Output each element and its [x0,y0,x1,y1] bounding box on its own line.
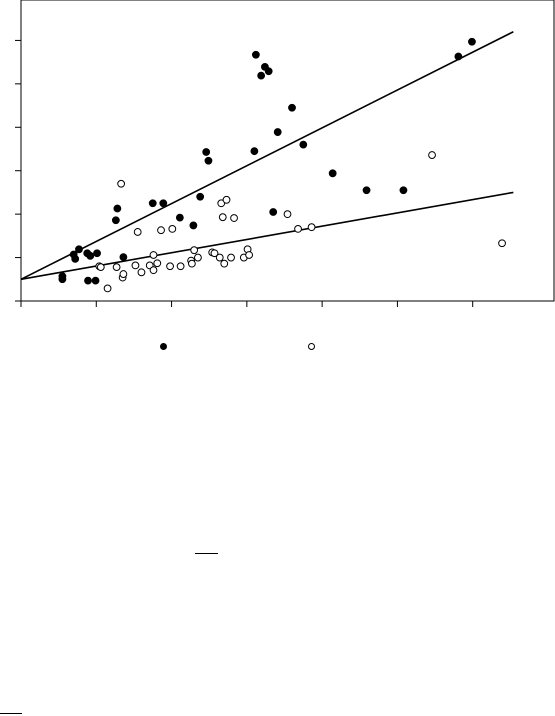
data-point-filled [273,128,282,136]
data-point-open [133,228,142,236]
data-point-open [168,225,177,233]
data-point-filled [159,199,168,208]
data-point-filled [84,276,92,285]
data-point-filled [91,276,100,285]
data-point-open [166,262,174,271]
data-point-open [112,263,121,272]
data-point-filled [250,147,259,156]
data-point-filled [251,50,260,59]
data-point-open [187,259,196,268]
footnote-rule [0,713,22,714]
data-points [58,37,506,293]
legend-open-marker [308,343,315,350]
data-point-open [137,268,146,277]
data-point-open [119,270,128,278]
data-point-filled [288,103,296,112]
trendline-open-series [20,191,514,281]
data-point-filled [269,208,278,216]
data-point-open [217,199,226,208]
data-point-open [157,226,165,235]
data-point-open [428,151,436,159]
data-point-filled [71,254,80,263]
data-point-open [131,261,140,270]
data-point-open [149,251,158,259]
data-point-filled [119,253,128,262]
data-point-open [215,253,224,262]
data-point-filled [328,169,337,178]
data-point-filled [257,71,266,80]
data-point-filled [196,192,205,201]
data-point-filled [468,37,476,46]
data-point-open [149,266,158,275]
data-point-filled [399,186,408,195]
data-point-open [218,213,227,222]
data-point-filled [264,67,273,76]
data-point-open [153,259,162,268]
y-axis-ticks [15,39,21,302]
data-point-open [210,249,219,258]
data-point-filled [454,52,463,61]
plot-frame [20,0,555,302]
data-point-open [307,223,316,232]
data-point-open [103,284,112,293]
data-point-filled [204,156,213,165]
data-point-open [194,253,202,262]
data-point-open [294,225,302,233]
data-point-filled [202,148,211,156]
data-point-filled [299,140,308,149]
data-point-open [245,251,254,259]
data-point-filled [93,249,101,258]
data-point-filled [86,251,95,260]
data-point-filled [113,204,122,213]
data-point-filled [58,275,67,284]
legend-filled-series [160,343,167,350]
data-point-filled [362,186,371,195]
legend-open-series [308,343,315,350]
data-point-open [220,259,229,268]
data-point-filled [111,216,120,225]
data-point-open [96,263,105,272]
data-point-open [222,195,231,204]
data-point-filled [175,213,184,222]
data-point-open [227,253,235,262]
data-point-filled [148,199,157,208]
legend-filled-marker [160,343,167,350]
data-point-filled [189,221,198,230]
x-axis-ticks [20,301,474,307]
data-point-open [176,262,185,271]
trendline-filled-series [20,31,514,280]
data-point-open [117,179,126,188]
data-point-open [283,210,292,219]
data-point-open [498,239,506,248]
data-point-open [190,246,199,255]
data-point-filled [75,245,83,254]
data-point-open [230,214,238,222]
fraction-bar [195,553,218,554]
